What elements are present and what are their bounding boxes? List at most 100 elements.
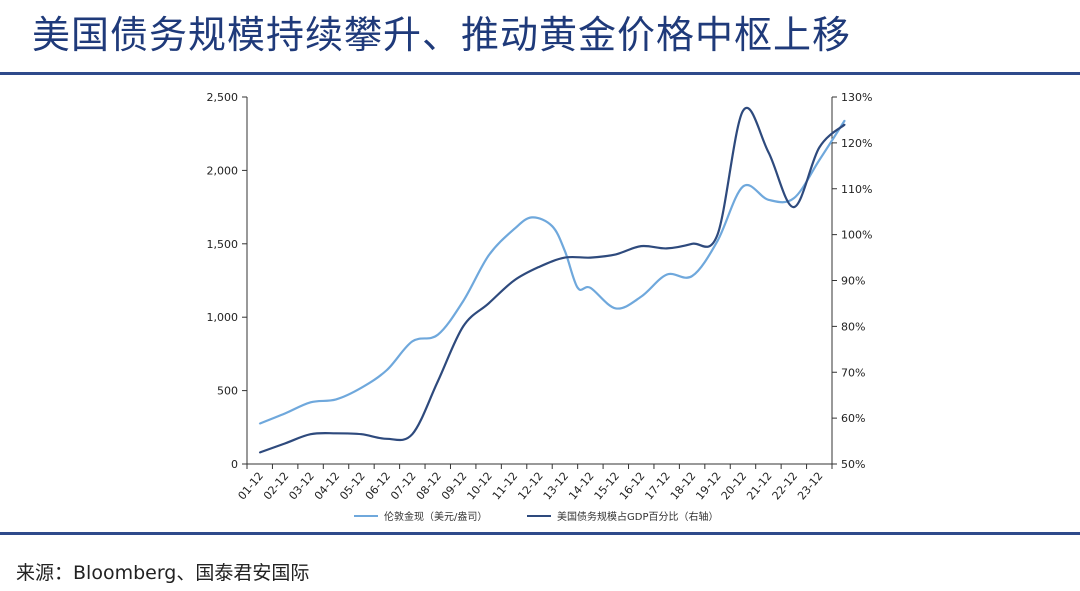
title-divider: [0, 72, 1080, 75]
series-line-debt-gdp: [259, 106, 846, 454]
gold-price-point: [258, 422, 261, 425]
x-tick-label: 04-12: [312, 470, 343, 503]
debt-gdp-point: [793, 206, 795, 208]
x-tick-label: 19-12: [693, 470, 724, 503]
debt-gdp-point: [691, 243, 693, 245]
gold-price-point: [742, 185, 744, 188]
debt-gdp-point: [335, 432, 337, 435]
series-line-gold-price: [259, 119, 846, 425]
gold-price-point: [360, 386, 363, 389]
debt-gdp-point: [411, 433, 414, 435]
x-tick-label: 17-12: [642, 470, 673, 503]
y-right-tick-label: 70%: [841, 366, 865, 379]
debt-gdp-point: [284, 442, 286, 445]
gold-debt-line-chart: 0 500 1,000 1,500 2,000 2,500 50% 60% 70% 80% 90% 1…: [207, 91, 873, 523]
gold-price-point: [284, 412, 286, 415]
x-tick-label: 09-12: [439, 470, 470, 503]
gold-price-point: [615, 307, 617, 310]
gold-price-point: [640, 295, 643, 298]
gold-price-point: [843, 119, 846, 122]
footer-divider: [0, 532, 1080, 535]
debt-gdp-point: [767, 151, 770, 153]
chart-axes: 0 500 1,000 1,500 2,000 2,500 50% 60% 70% 80% 90% 1…: [207, 91, 873, 502]
gold-price-point: [335, 398, 337, 401]
debt-gdp-point: [640, 245, 643, 247]
gold-price-point: [589, 287, 592, 289]
y-right-tick-label: 60%: [841, 412, 865, 425]
debt-gdp-point: [716, 233, 719, 236]
y-right-tick-label: 120%: [841, 137, 872, 150]
x-tick-label: 05-12: [337, 470, 368, 503]
gold-price-point: [309, 401, 312, 404]
gold-price-point: [818, 159, 821, 161]
gold-price-point: [487, 254, 490, 257]
y-left-tick-label: 1,500: [207, 238, 239, 251]
x-tick-label: 21-12: [744, 470, 775, 503]
gold-price-point: [767, 198, 770, 201]
x-tick-label: 13-12: [541, 470, 572, 503]
debt-gdp-point: [818, 146, 821, 149]
gold-price-point: [691, 275, 693, 277]
y-right-tick-label: 110%: [841, 183, 872, 196]
gold-price-point: [462, 300, 464, 302]
x-tick-label: 12-12: [515, 470, 546, 503]
x-tick-label: 16-12: [617, 470, 648, 503]
legend-item-gold-price-label: 伦敦金现（美元/盎司）: [384, 510, 487, 523]
y-left-tick-label: 500: [217, 385, 238, 398]
y-right-tick-label: 50%: [841, 458, 865, 471]
y-right-tick-label: 130%: [841, 91, 872, 104]
gold-price-point: [716, 240, 719, 242]
y-right-tick-label: 100%: [841, 229, 872, 242]
x-tick-label: 11-12: [490, 470, 521, 503]
chart-lines: [258, 106, 846, 454]
gold-price-point: [531, 216, 533, 219]
y-right-tick-label: 80%: [841, 320, 865, 333]
gold-price-point: [576, 287, 579, 289]
gold-price-point: [436, 334, 439, 336]
debt-gdp-point: [258, 451, 261, 454]
debt-gdp-point: [360, 433, 363, 435]
page-title: 美国债务规模持续攀升、推动黄金价格中枢上移: [32, 13, 852, 57]
gold-price-point: [793, 197, 795, 200]
legend-item-debt-gdp-label: 美国债务规模占GDP百分比（右轴）: [557, 510, 718, 523]
x-tick-label: 23-12: [795, 470, 826, 503]
debt-gdp-point: [436, 380, 439, 383]
debt-gdp-point: [742, 109, 744, 112]
x-tick-label: 07-12: [388, 470, 419, 503]
y-left-tick-label: 2,500: [207, 91, 239, 104]
x-tick-label: 18-12: [668, 470, 699, 503]
x-tick-label: 03-12: [286, 470, 317, 503]
x-tick-label: 02-12: [261, 470, 292, 503]
debt-gdp-point: [309, 433, 312, 435]
x-tick-label: 01-12: [236, 470, 267, 503]
debt-gdp-point: [843, 123, 846, 126]
gold-price-point: [564, 250, 566, 252]
y-left-tick-label: 0: [231, 458, 238, 471]
x-tick-label: 08-12: [414, 470, 445, 503]
chart-legend: 伦敦金现（美元/盎司） 美国债务规模占GDP百分比（右轴）: [354, 510, 718, 523]
x-tick-label: 15-12: [592, 470, 623, 503]
debt-gdp-point: [615, 253, 617, 256]
source-note: 来源：Bloomberg、国泰君安国际: [16, 562, 310, 584]
y-right-tick-label: 90%: [841, 275, 865, 288]
x-tick-label: 22-12: [770, 470, 801, 503]
y-left-tick-label: 1,000: [207, 311, 239, 324]
x-tick-label: 20-12: [719, 470, 750, 503]
gold-price-point: [411, 340, 414, 343]
x-tick-label: 06-12: [363, 470, 394, 503]
gold-price-point: [513, 228, 515, 230]
debt-gdp-point: [487, 302, 490, 305]
gold-price-point: [665, 273, 668, 276]
gold-price-point: [386, 369, 388, 371]
x-tick-label: 10-12: [464, 470, 495, 503]
gold-price-point: [551, 225, 554, 227]
y-left-tick-label: 2,000: [207, 164, 239, 177]
debt-gdp-point: [538, 265, 541, 268]
x-tick-label: 14-12: [566, 470, 597, 503]
debt-gdp-point: [564, 256, 566, 259]
debt-gdp-point: [589, 256, 592, 259]
debt-gdp-point: [665, 247, 668, 250]
debt-gdp-point: [462, 325, 464, 328]
debt-gdp-point: [386, 437, 388, 440]
debt-gdp-point: [513, 279, 515, 282]
